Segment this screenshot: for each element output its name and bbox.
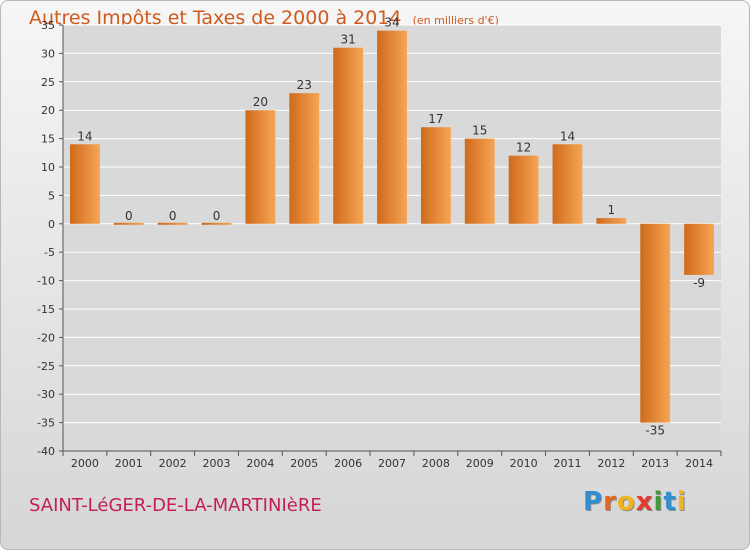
data-label-2013: -35 [645,424,665,438]
y-tick-label: 35 [41,19,55,32]
y-tick-label: 25 [41,76,55,89]
bar-2009 [464,138,495,224]
chart-unit-subtitle: (en milliers d'€) [412,14,499,27]
bar-2014 [684,223,714,275]
bar-2011 [552,144,583,224]
x-tick-label: 2005 [290,457,318,470]
logo-letter: o [616,487,636,517]
x-tick-label: 2000 [71,457,99,470]
y-tick-label: 20 [41,104,55,117]
y-tick-label: -20 [37,331,55,344]
x-tick-label: 2001 [115,457,143,470]
data-label-2011: 14 [560,129,575,143]
data-label-2000: 14 [77,129,92,143]
y-tick-label: -40 [37,445,55,458]
bar-2001 [113,222,144,225]
bar-2004 [245,110,276,224]
x-tick-label: 2006 [334,457,362,470]
logo-letter: t [663,487,677,517]
logo-letter: P [583,487,604,517]
data-label-2008: 17 [428,112,443,126]
x-tick-label: 2004 [246,457,274,470]
x-tick-label: 2003 [203,457,231,470]
data-label-2003: 0 [213,209,221,223]
chart-title: Autres Impôts et Taxes de 2000 à 2014 [29,7,402,29]
y-tick-label: -5 [44,246,55,259]
y-tick-label: 0 [48,218,55,231]
bar-2007 [377,30,407,224]
chart-title-block: Autres Impôts et Taxes de 2000 à 2014 (e… [29,7,499,29]
y-tick-label: -25 [37,360,55,373]
data-label-2006: 31 [340,33,355,47]
bar-2003 [201,222,232,225]
x-tick-label: 2013 [641,457,669,470]
bar-2008 [420,127,451,224]
data-label-2010: 12 [516,141,531,155]
data-label-2012: 1 [608,203,616,217]
x-tick-label: 2014 [685,457,713,470]
y-tick-label: -15 [37,303,55,316]
y-tick-label: 15 [41,133,55,146]
logo-letter: x [635,487,654,517]
data-label-2004: 20 [253,95,268,109]
y-tick-label: 10 [41,161,55,174]
x-tick-label: 2007 [378,457,406,470]
x-tick-label: 2011 [553,457,581,470]
bar-2000 [70,144,100,224]
bar-2013 [640,223,671,423]
y-tick-label: -35 [37,417,55,430]
bar-2002 [157,222,188,225]
data-label-2002: 0 [169,209,177,223]
data-label-2014: -9 [693,276,705,290]
x-tick-label: 2009 [466,457,494,470]
y-tick-label: 5 [48,189,55,202]
data-label-2005: 23 [297,78,312,92]
logo-letter: i [676,487,687,517]
data-label-2001: 0 [125,209,133,223]
x-tick-label: 2002 [159,457,187,470]
logo-letter: r [603,487,617,517]
logo-letter: i [653,487,664,517]
place-name: SAINT-LéGER-DE-LA-MARTINIèRE [29,495,322,516]
y-tick-label: 30 [41,47,55,60]
data-label-2009: 15 [472,124,487,138]
x-tick-label: 2012 [597,457,625,470]
x-tick-label: 2010 [510,457,538,470]
proxiti-logo: Proxiti [583,487,687,517]
bar-2006 [333,47,364,224]
bar-2010 [508,155,539,224]
bar-2005 [289,93,320,224]
x-tick-label: 2008 [422,457,450,470]
data-label-2007: 34 [384,16,399,30]
y-tick-label: -30 [37,388,55,401]
bar-2012 [596,218,627,224]
y-tick-label: -10 [37,275,55,288]
